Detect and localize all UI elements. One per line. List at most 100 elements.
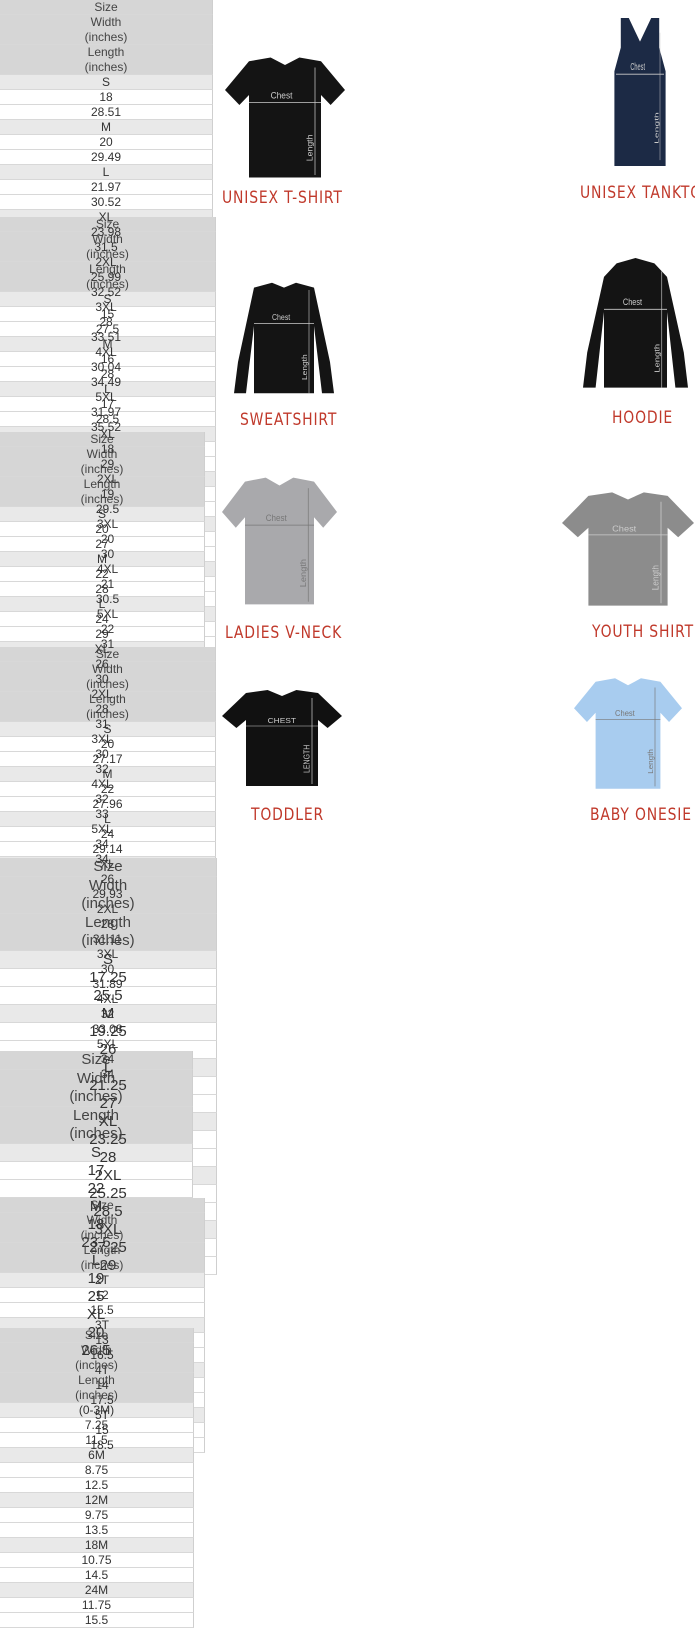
- size-cell: (0-3M): [0, 1402, 194, 1418]
- measure-cell: 17.25: [0, 969, 217, 987]
- measure-cell: 12: [0, 1287, 205, 1303]
- header-text: Size: [93, 858, 123, 875]
- header-cell: Width (inches): [0, 662, 216, 693]
- garment: Chest Length: [583, 258, 688, 388]
- chest-label: Chest: [612, 524, 637, 533]
- size-cell: L: [0, 381, 216, 397]
- garment-shape: [562, 492, 694, 606]
- measure-cell: 29: [0, 626, 205, 642]
- garment: Chest Length: [225, 57, 345, 178]
- measure-cell: 10.75: [0, 1552, 194, 1568]
- size-cell: 2T: [0, 1272, 205, 1288]
- header-text: Size: [95, 217, 120, 231]
- measure-cell: 20: [0, 521, 205, 537]
- size-cell: M: [0, 766, 216, 782]
- measure-cell: 24: [0, 611, 205, 627]
- garment: CHEST LENGTH: [222, 690, 342, 786]
- header-text: Width (inches): [81, 877, 135, 912]
- measure-cell: 28: [0, 581, 205, 597]
- measure-cell: 29.14: [0, 841, 216, 857]
- header-cell: Size: [0, 1198, 205, 1214]
- measure-cell: 15.5: [0, 1612, 194, 1628]
- size-cell: M: [0, 1005, 217, 1023]
- garment-shape: [234, 282, 334, 394]
- measure-cell: 14.5: [0, 1567, 194, 1583]
- measure-cell: 21.97: [0, 179, 213, 195]
- measure-cell: 17: [0, 1162, 193, 1180]
- product-label: UNISEX TANKTOP: [580, 183, 695, 203]
- header-text: Size: [90, 432, 114, 446]
- product-label: HOODIE: [612, 408, 674, 428]
- garment-shape: [583, 258, 688, 388]
- header-text: Width (inches): [86, 232, 129, 261]
- header-text: Width (inches): [80, 1213, 124, 1242]
- measure-cell: 22: [0, 781, 216, 797]
- size-cell: 6M: [0, 1447, 194, 1463]
- measure-cell: 19.25: [0, 1023, 217, 1041]
- length-label: Length: [299, 559, 308, 587]
- measure-cell: 17: [0, 396, 216, 412]
- length-label: Length: [301, 354, 309, 380]
- size-cell: L: [0, 164, 213, 180]
- length-label: Length: [650, 565, 661, 590]
- size-table: Size Width (inches) Length (inches) S 20 27 M 2…: [0, 432, 205, 867]
- header-text: Length (inches): [86, 692, 129, 721]
- header-cell: Length (inches): [0, 1107, 193, 1144]
- length-label: Length: [646, 749, 655, 774]
- size-cell: M: [0, 119, 213, 135]
- measure-cell: 24: [0, 826, 216, 842]
- measure-cell: 29.49: [0, 149, 213, 165]
- measure-cell: 25.5: [0, 987, 217, 1005]
- size-cell: M: [0, 551, 205, 567]
- header-text: Length (inches): [75, 1373, 118, 1402]
- measure-cell: 8.75: [0, 1462, 194, 1478]
- size-table: Size Width (inches) Length (inches) (0-3M) 7…: [0, 1328, 194, 1628]
- measure-cell: 11.75: [0, 1597, 194, 1613]
- header-text: Size: [94, 0, 118, 14]
- measure-cell: 7.25: [0, 1417, 194, 1433]
- header-cell: Width (inches): [0, 1343, 194, 1374]
- garment-shape: [574, 678, 682, 789]
- header-cell: Width (inches): [0, 232, 216, 263]
- header-text: Width (inches): [69, 1070, 123, 1105]
- size-table: Size Width (inches) Length (inches) S 17.25 2…: [0, 858, 217, 1275]
- measure-cell: 11.5: [0, 1432, 194, 1448]
- measure-cell: 27: [0, 536, 205, 552]
- garment-shape: [225, 57, 345, 178]
- measure-cell: 28.51: [0, 104, 213, 120]
- size-cell: 18M: [0, 1537, 194, 1553]
- header-text: Length (inches): [81, 914, 135, 949]
- header-cell: Length (inches): [0, 262, 216, 292]
- product-label: TODDLER: [251, 805, 324, 825]
- measure-cell: 22: [0, 566, 205, 582]
- garment: Chest Length: [222, 477, 337, 605]
- measure-cell: 27.5: [0, 321, 216, 337]
- product-label: UNISEX T-SHIRT: [222, 188, 343, 208]
- header-text: Size: [90, 1198, 114, 1212]
- header-text: Length (inches): [86, 262, 129, 291]
- chest-label: Chest: [266, 513, 288, 524]
- header-text: Size: [81, 1051, 111, 1068]
- measure-cell: 12.5: [0, 1477, 194, 1493]
- length-label: LENGTH: [302, 745, 312, 773]
- length-label: Length: [653, 344, 662, 373]
- size-cell: L: [0, 596, 205, 612]
- measure-cell: 27.96: [0, 796, 216, 812]
- garment: Chest Length: [614, 18, 666, 166]
- size-table: Size Width (inches) Length (inches) S 15 27.5…: [0, 217, 216, 652]
- header-cell: Length (inches): [0, 1243, 205, 1273]
- measure-cell: 9.75: [0, 1507, 194, 1523]
- measure-cell: 20: [0, 134, 213, 150]
- chest-label: Chest: [271, 91, 294, 101]
- header-cell: Length (inches): [0, 914, 217, 951]
- header-text: Width (inches): [80, 447, 124, 476]
- header-text: Length (inches): [80, 477, 124, 506]
- size-cell: S: [0, 506, 205, 522]
- header-text: Size: [84, 1328, 109, 1342]
- header-cell: Length (inches): [0, 45, 213, 75]
- header-text: Width (inches): [75, 1343, 118, 1372]
- size-table: Size Width (inches) Length (inches) 2T 12 15.…: [0, 1198, 205, 1453]
- header-text: Width (inches): [84, 15, 128, 44]
- size-cell: S: [0, 951, 217, 969]
